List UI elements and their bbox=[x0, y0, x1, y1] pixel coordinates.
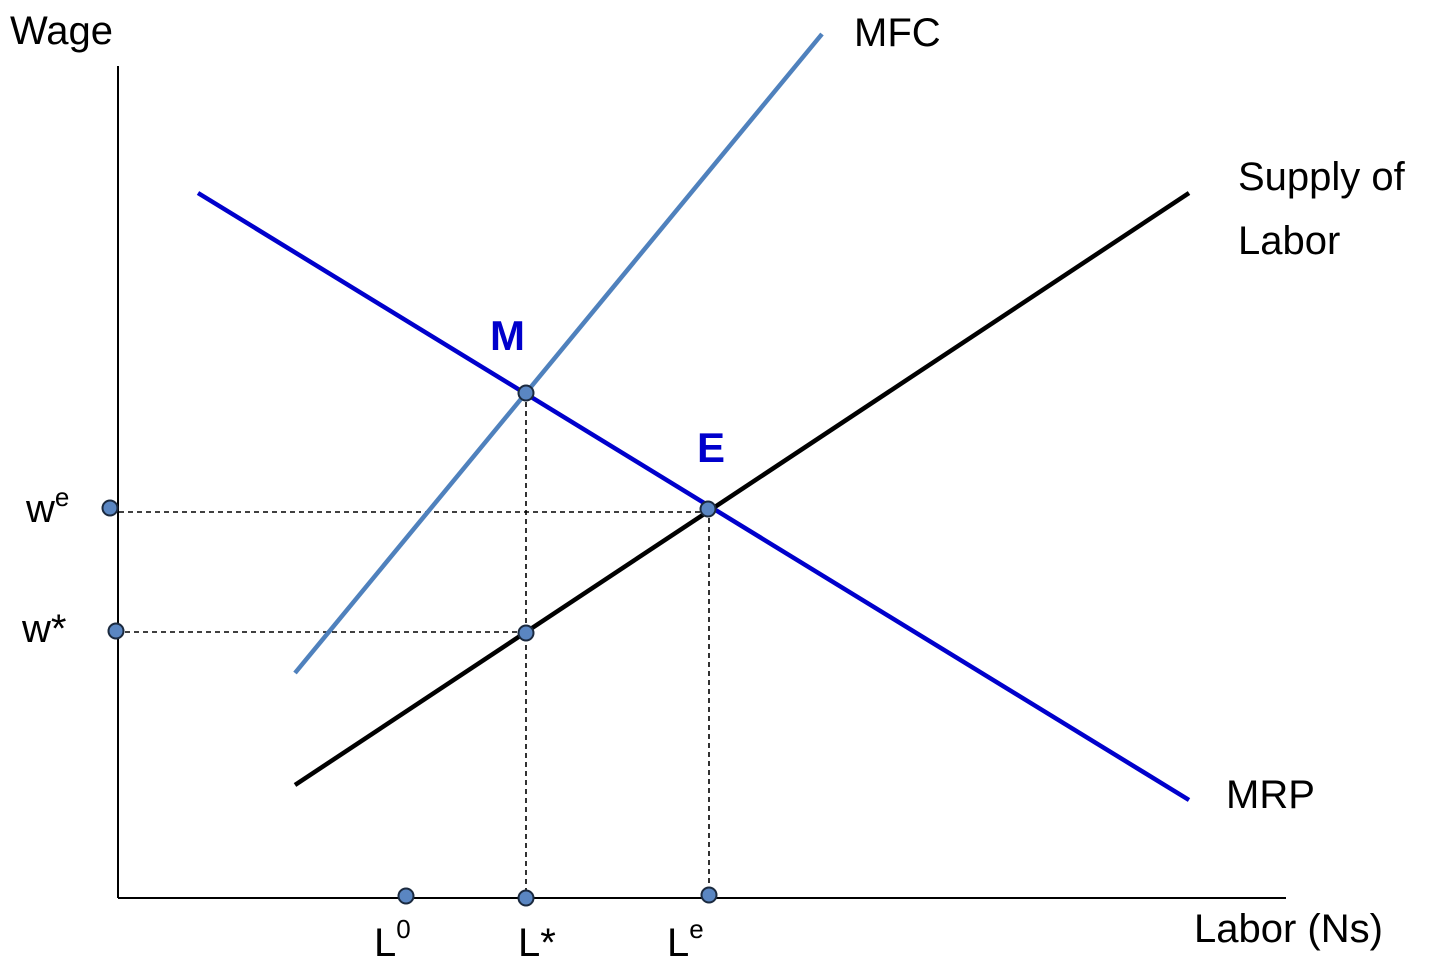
supply-label-line2: Labor bbox=[1238, 219, 1340, 263]
y-axis-label: Wage bbox=[10, 9, 113, 53]
tick-le-marker bbox=[700, 886, 718, 904]
mrp-label: MRP bbox=[1226, 773, 1315, 817]
point-m-label: M bbox=[490, 312, 525, 359]
tick-label-lstar: L* bbox=[518, 921, 556, 960]
point-e-label: E bbox=[697, 424, 725, 471]
mfc-label: MFC bbox=[854, 11, 941, 55]
point-e-marker bbox=[699, 500, 717, 518]
tick-label-we-base: w bbox=[25, 487, 55, 531]
supply-label-line1: Supply of bbox=[1238, 155, 1406, 199]
tick-we-marker bbox=[101, 499, 119, 517]
point-supply-at-lstar-marker bbox=[517, 624, 535, 642]
tick-label-le-sup: e bbox=[689, 914, 703, 944]
tick-label-we-sup: e bbox=[55, 482, 69, 512]
tick-label-l0-base: L bbox=[374, 921, 396, 960]
tick-wstar-marker bbox=[107, 622, 125, 640]
tick-label-le-base: L bbox=[667, 921, 689, 960]
tick-l0-marker bbox=[397, 887, 415, 905]
point-m-marker bbox=[517, 384, 535, 402]
x-axis-label: Labor (Ns) bbox=[1194, 907, 1383, 951]
tick-label-le: Le bbox=[667, 914, 704, 960]
tick-label-l0-sup: 0 bbox=[396, 914, 410, 944]
tick-label-wstar: w* bbox=[21, 607, 66, 651]
tick-label-we: we bbox=[25, 482, 69, 531]
tick-lstar-marker bbox=[517, 889, 535, 907]
mfc-curve bbox=[293, 32, 824, 675]
supply-of-labor-curve bbox=[293, 191, 1191, 787]
tick-label-l0: L0 bbox=[374, 914, 411, 960]
mrp-curve bbox=[196, 191, 1191, 802]
